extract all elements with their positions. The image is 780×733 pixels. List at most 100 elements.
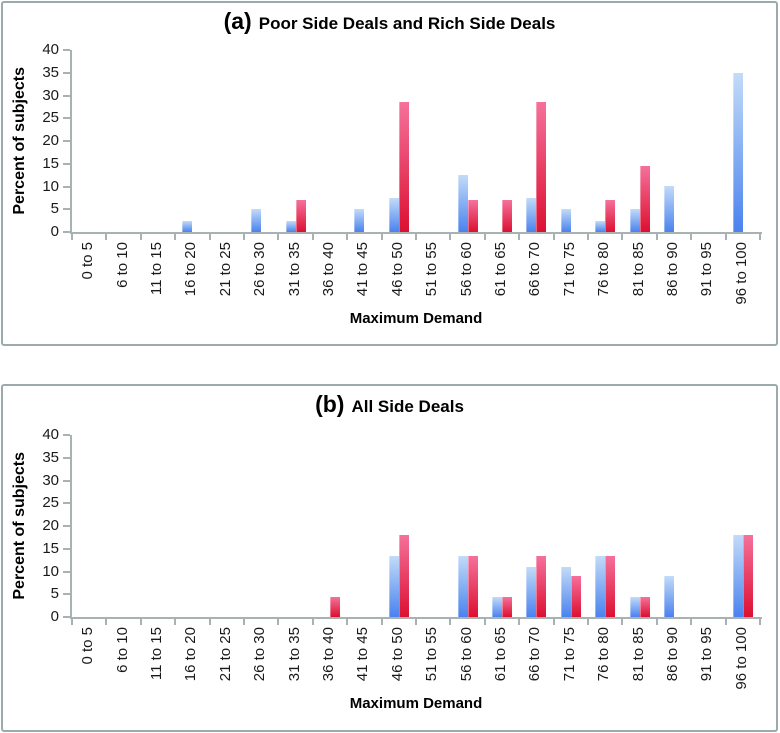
bar-blue-76-to-80	[595, 221, 606, 232]
bar-blue-56-to-60	[457, 175, 468, 232]
panel-a-title: (a) Poor Side Deals and Rich Side Deals	[3, 8, 776, 35]
panel-a-plot-area: 0 5 10 15 20 25 30 35 40 0 to 5 6 to 10 11 to 15 16 …	[3, 3, 776, 344]
x-tick	[346, 619, 349, 625]
bar-red-76-to-80	[605, 200, 616, 232]
bar-blue-66-to-70	[526, 567, 537, 617]
x-tick-label: 26 to 30	[251, 627, 269, 682]
y-tick-label: 0	[50, 223, 59, 240]
y-tick	[63, 547, 70, 550]
x-tick-label: 76 to 80	[595, 242, 613, 297]
bar-blue-56-to-60	[457, 556, 468, 617]
x-tick	[380, 619, 383, 625]
y-tick	[63, 94, 70, 97]
bar-red-76-to-80	[605, 556, 616, 617]
y-axis-line	[70, 435, 72, 619]
bar-red-36-to-40	[330, 597, 340, 617]
x-tick	[174, 619, 177, 625]
x-tick-label: 41 to 45	[354, 627, 372, 682]
bar-blue-41-to-45	[354, 209, 365, 232]
x-tick	[139, 619, 142, 625]
x-tick	[724, 619, 727, 625]
y-tick-label: 30	[42, 86, 59, 104]
x-tick-label: 6 to 10	[113, 627, 131, 673]
x-tick	[208, 619, 211, 625]
x-tick-label: 16 to 20	[182, 242, 200, 297]
x-tick-label: 91 to 95	[698, 627, 716, 682]
x-tick-label: 26 to 30	[251, 242, 269, 297]
y-tick-label: 5	[50, 585, 59, 603]
bar-red-46-to-50	[398, 535, 409, 617]
panel-a: (a) Poor Side Deals and Rich Side Deals P…	[1, 1, 778, 346]
x-tick-label: 11 to 15	[148, 627, 165, 681]
x-tick	[311, 619, 314, 625]
y-tick	[63, 162, 70, 165]
x-tick-label: 56 to 60	[457, 627, 475, 682]
x-tick-label: 31 to 35	[285, 627, 303, 682]
x-tick-label: 96 to 100	[732, 242, 750, 305]
x-tick	[759, 234, 761, 240]
x-tick	[380, 234, 383, 240]
x-tick-label: 91 to 95	[698, 242, 716, 297]
x-tick	[552, 619, 555, 625]
x-tick	[243, 619, 245, 625]
x-tick-label: 61 to 65	[492, 242, 509, 297]
y-tick-label: 20	[42, 517, 59, 534]
y-tick-label: 25	[42, 494, 59, 512]
x-tick	[724, 234, 727, 240]
x-tick-label: 81 to 85	[629, 627, 647, 682]
y-tick	[63, 616, 70, 618]
x-axis-line	[70, 232, 762, 234]
x-tick	[105, 619, 108, 625]
x-tick-label: 46 to 50	[388, 627, 406, 682]
x-tick	[311, 234, 314, 240]
y-tick	[63, 479, 70, 482]
bar-red-66-to-70	[536, 556, 547, 617]
panel-a-x-axis-title: Maximum Demand	[349, 310, 483, 327]
x-tick-label: 0 to 5	[79, 627, 97, 665]
bar-blue-71-to-75	[560, 209, 571, 232]
x-tick	[105, 234, 108, 240]
y-tick-label: 25	[42, 109, 59, 127]
y-tick	[63, 140, 70, 142]
x-tick	[587, 234, 589, 240]
y-axis-line	[70, 50, 72, 234]
x-tick	[587, 619, 589, 625]
bar-red-71-to-75	[570, 576, 581, 617]
bar-blue-86-to-90	[664, 576, 674, 617]
bar-red-31-to-35	[295, 200, 306, 232]
x-tick	[243, 234, 245, 240]
x-tick-label: 0 to 5	[79, 242, 97, 280]
y-tick-label: 35	[42, 448, 59, 466]
x-tick-label: 71 to 75	[560, 627, 578, 682]
y-tick	[63, 593, 70, 596]
panel-b-title: (b) All Side Deals	[3, 391, 776, 418]
x-tick	[208, 234, 211, 240]
y-tick-label: 15	[42, 539, 59, 557]
x-tick	[449, 619, 452, 625]
y-tick-label: 15	[42, 154, 59, 172]
panel-b-plot-area: 0 5 10 15 20 25 30 35 40 0 to 5 6 to 10 11 to 15 16 …	[3, 386, 776, 730]
bar-blue-76-to-80	[595, 556, 606, 617]
x-tick-label: 46 to 50	[388, 242, 406, 297]
x-tick	[759, 619, 761, 625]
x-tick	[690, 234, 693, 240]
x-tick-label: 81 to 85	[629, 242, 647, 297]
x-tick-label: 71 to 75	[560, 242, 578, 297]
x-tick	[518, 619, 521, 625]
panel-a-label: (a)	[223, 8, 252, 34]
x-tick-label: 21 to 25	[216, 627, 234, 682]
y-tick	[63, 208, 70, 211]
x-tick	[690, 619, 693, 625]
y-tick-label: 35	[42, 63, 59, 81]
x-tick-label: 66 to 70	[526, 242, 544, 297]
panel-b: (b) All Side Deals Percent of subjects Ma…	[1, 384, 778, 732]
x-tick	[71, 619, 73, 625]
x-tick	[139, 234, 142, 240]
x-tick-label: 96 to 100	[732, 627, 750, 690]
x-axis-line	[70, 617, 762, 619]
y-tick	[63, 71, 70, 74]
panel-b-title-text: All Side Deals	[351, 397, 464, 416]
y-tick-label: 40	[42, 41, 59, 58]
bar-blue-66-to-70	[526, 198, 537, 232]
bar-red-96-to-100	[742, 535, 753, 617]
